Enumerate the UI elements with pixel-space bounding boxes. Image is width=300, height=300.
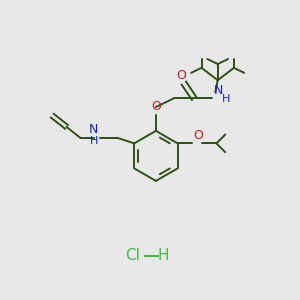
Text: O: O — [151, 100, 161, 113]
Text: O: O — [176, 69, 186, 82]
Text: H: H — [90, 136, 99, 146]
Text: N: N — [89, 123, 99, 136]
Text: Cl: Cl — [125, 248, 140, 263]
Text: O: O — [193, 129, 203, 142]
Text: H: H — [222, 94, 230, 104]
Text: H: H — [158, 248, 169, 263]
Text: N: N — [214, 84, 223, 97]
